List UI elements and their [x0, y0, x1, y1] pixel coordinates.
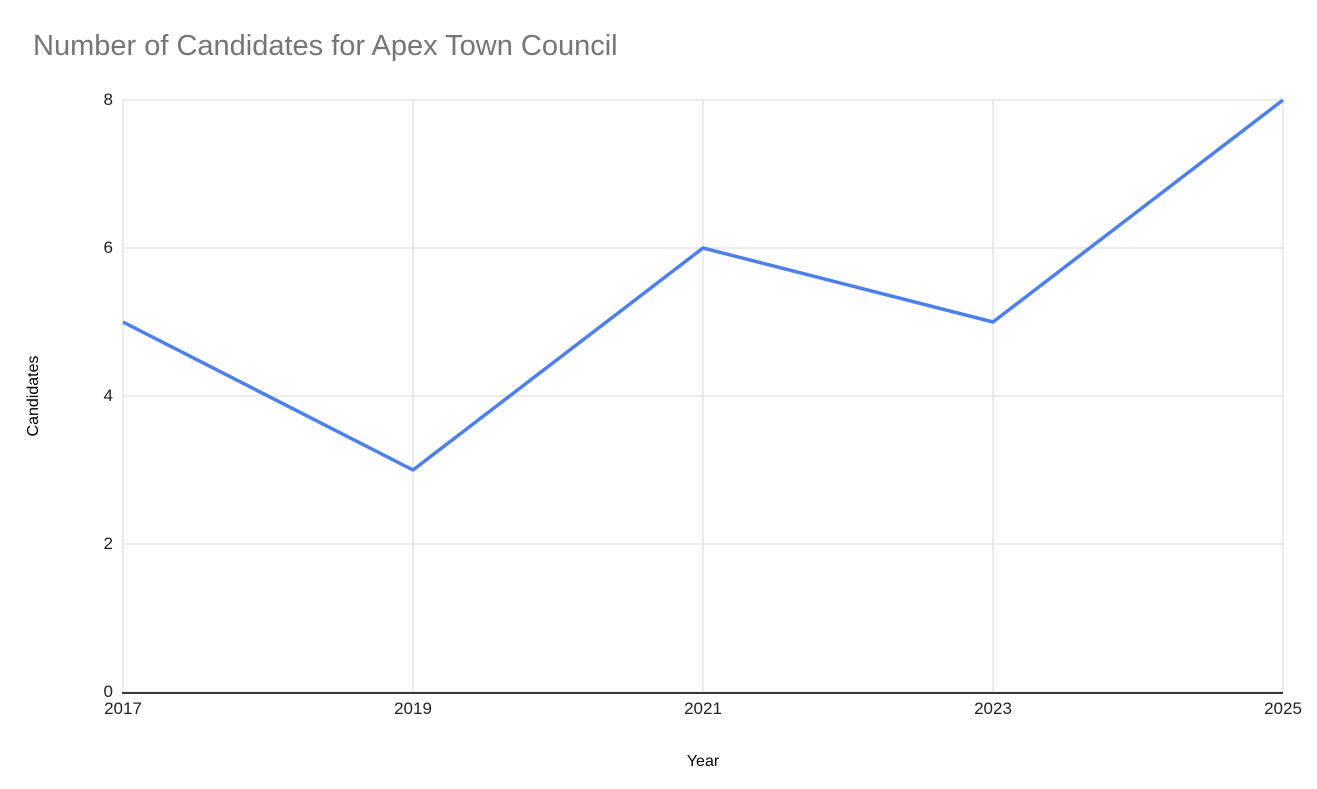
chart-title: Number of Candidates for Apex Town Counc… [33, 30, 618, 62]
x-tick-label: 2023 [974, 699, 1012, 718]
x-tick-label: 2021 [684, 699, 722, 718]
y-tick-label: 8 [103, 90, 113, 109]
x-tick-label: 2017 [104, 699, 142, 718]
x-axis-title: Year [686, 753, 720, 770]
x-tick-label: 2019 [394, 699, 432, 718]
y-tick-label: 6 [103, 238, 113, 257]
y-tick-label: 0 [103, 682, 113, 701]
y-tick-label: 2 [103, 534, 113, 553]
y-tick-label: 4 [103, 386, 113, 405]
x-tick-label: 2025 [1264, 699, 1302, 718]
series-line-candidates [122, 98, 1285, 472]
